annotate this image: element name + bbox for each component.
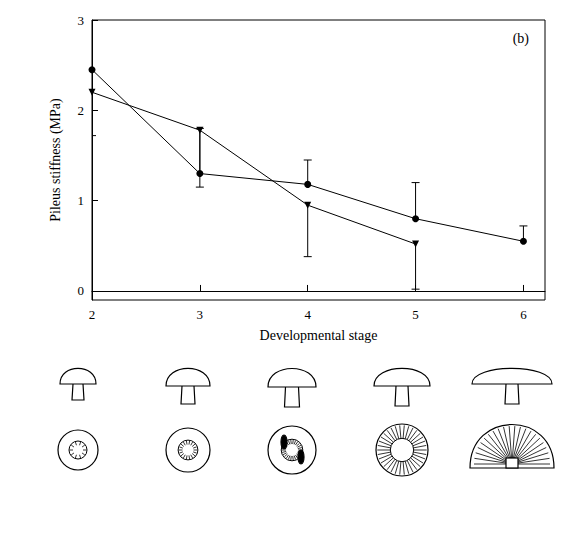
- svg-text:6: 6: [520, 307, 527, 322]
- svg-text:3: 3: [78, 13, 85, 28]
- svg-text:Pileus stiffness (MPa): Pileus stiffness (MPa): [48, 98, 64, 222]
- svg-text:(b): (b): [513, 31, 530, 47]
- svg-text:2: 2: [89, 307, 96, 322]
- svg-text:2: 2: [78, 103, 85, 118]
- svg-text:4: 4: [304, 307, 311, 322]
- svg-text:3: 3: [197, 307, 204, 322]
- svg-text:1: 1: [78, 193, 85, 208]
- svg-text:Developmental stage: Developmental stage: [260, 328, 378, 343]
- svg-text:5: 5: [412, 307, 419, 322]
- svg-text:0: 0: [78, 283, 85, 298]
